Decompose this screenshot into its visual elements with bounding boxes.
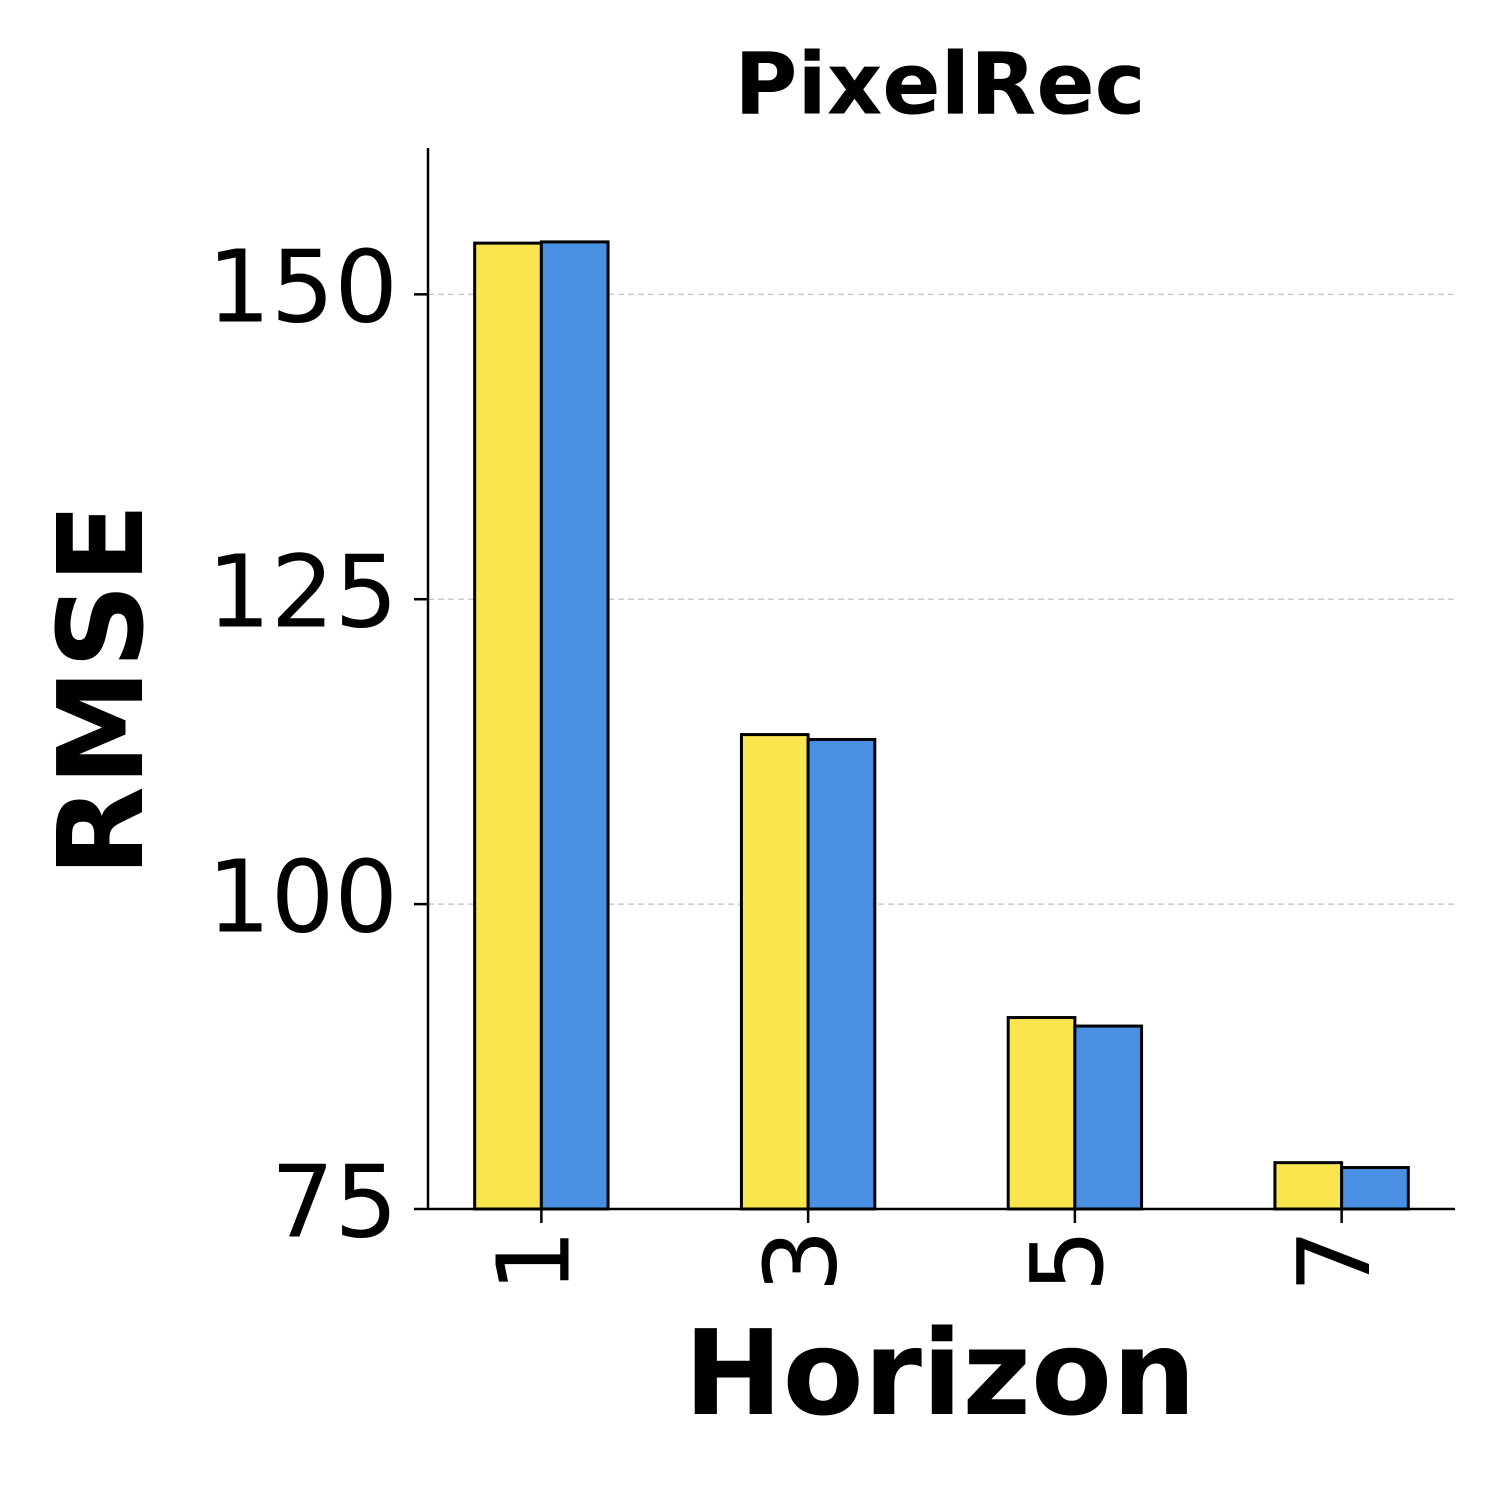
- x-axis-label: Horizon: [684, 1304, 1196, 1442]
- bar: [1006, 1016, 1077, 1211]
- y-tick-label: 150: [207, 229, 398, 346]
- x-tick-label: 1: [476, 1229, 593, 1293]
- chart-title: PixelRec: [734, 34, 1145, 134]
- bar: [1073, 1024, 1144, 1211]
- x-tick-label: 3: [742, 1229, 859, 1293]
- x-tick-label: 7: [1276, 1229, 1393, 1293]
- x-tick-label: 5: [1009, 1229, 1126, 1293]
- y-tick-label: 125: [207, 534, 398, 651]
- bar: [539, 240, 610, 1211]
- bar: [473, 241, 543, 1211]
- y-axis-label: RMSE: [32, 503, 170, 877]
- bar: [1273, 1161, 1344, 1211]
- bar: [739, 733, 810, 1211]
- y-tick-label: 100: [207, 838, 398, 955]
- bar: [806, 737, 877, 1211]
- y-tick-label: 75: [271, 1143, 398, 1260]
- bar: [1340, 1166, 1410, 1211]
